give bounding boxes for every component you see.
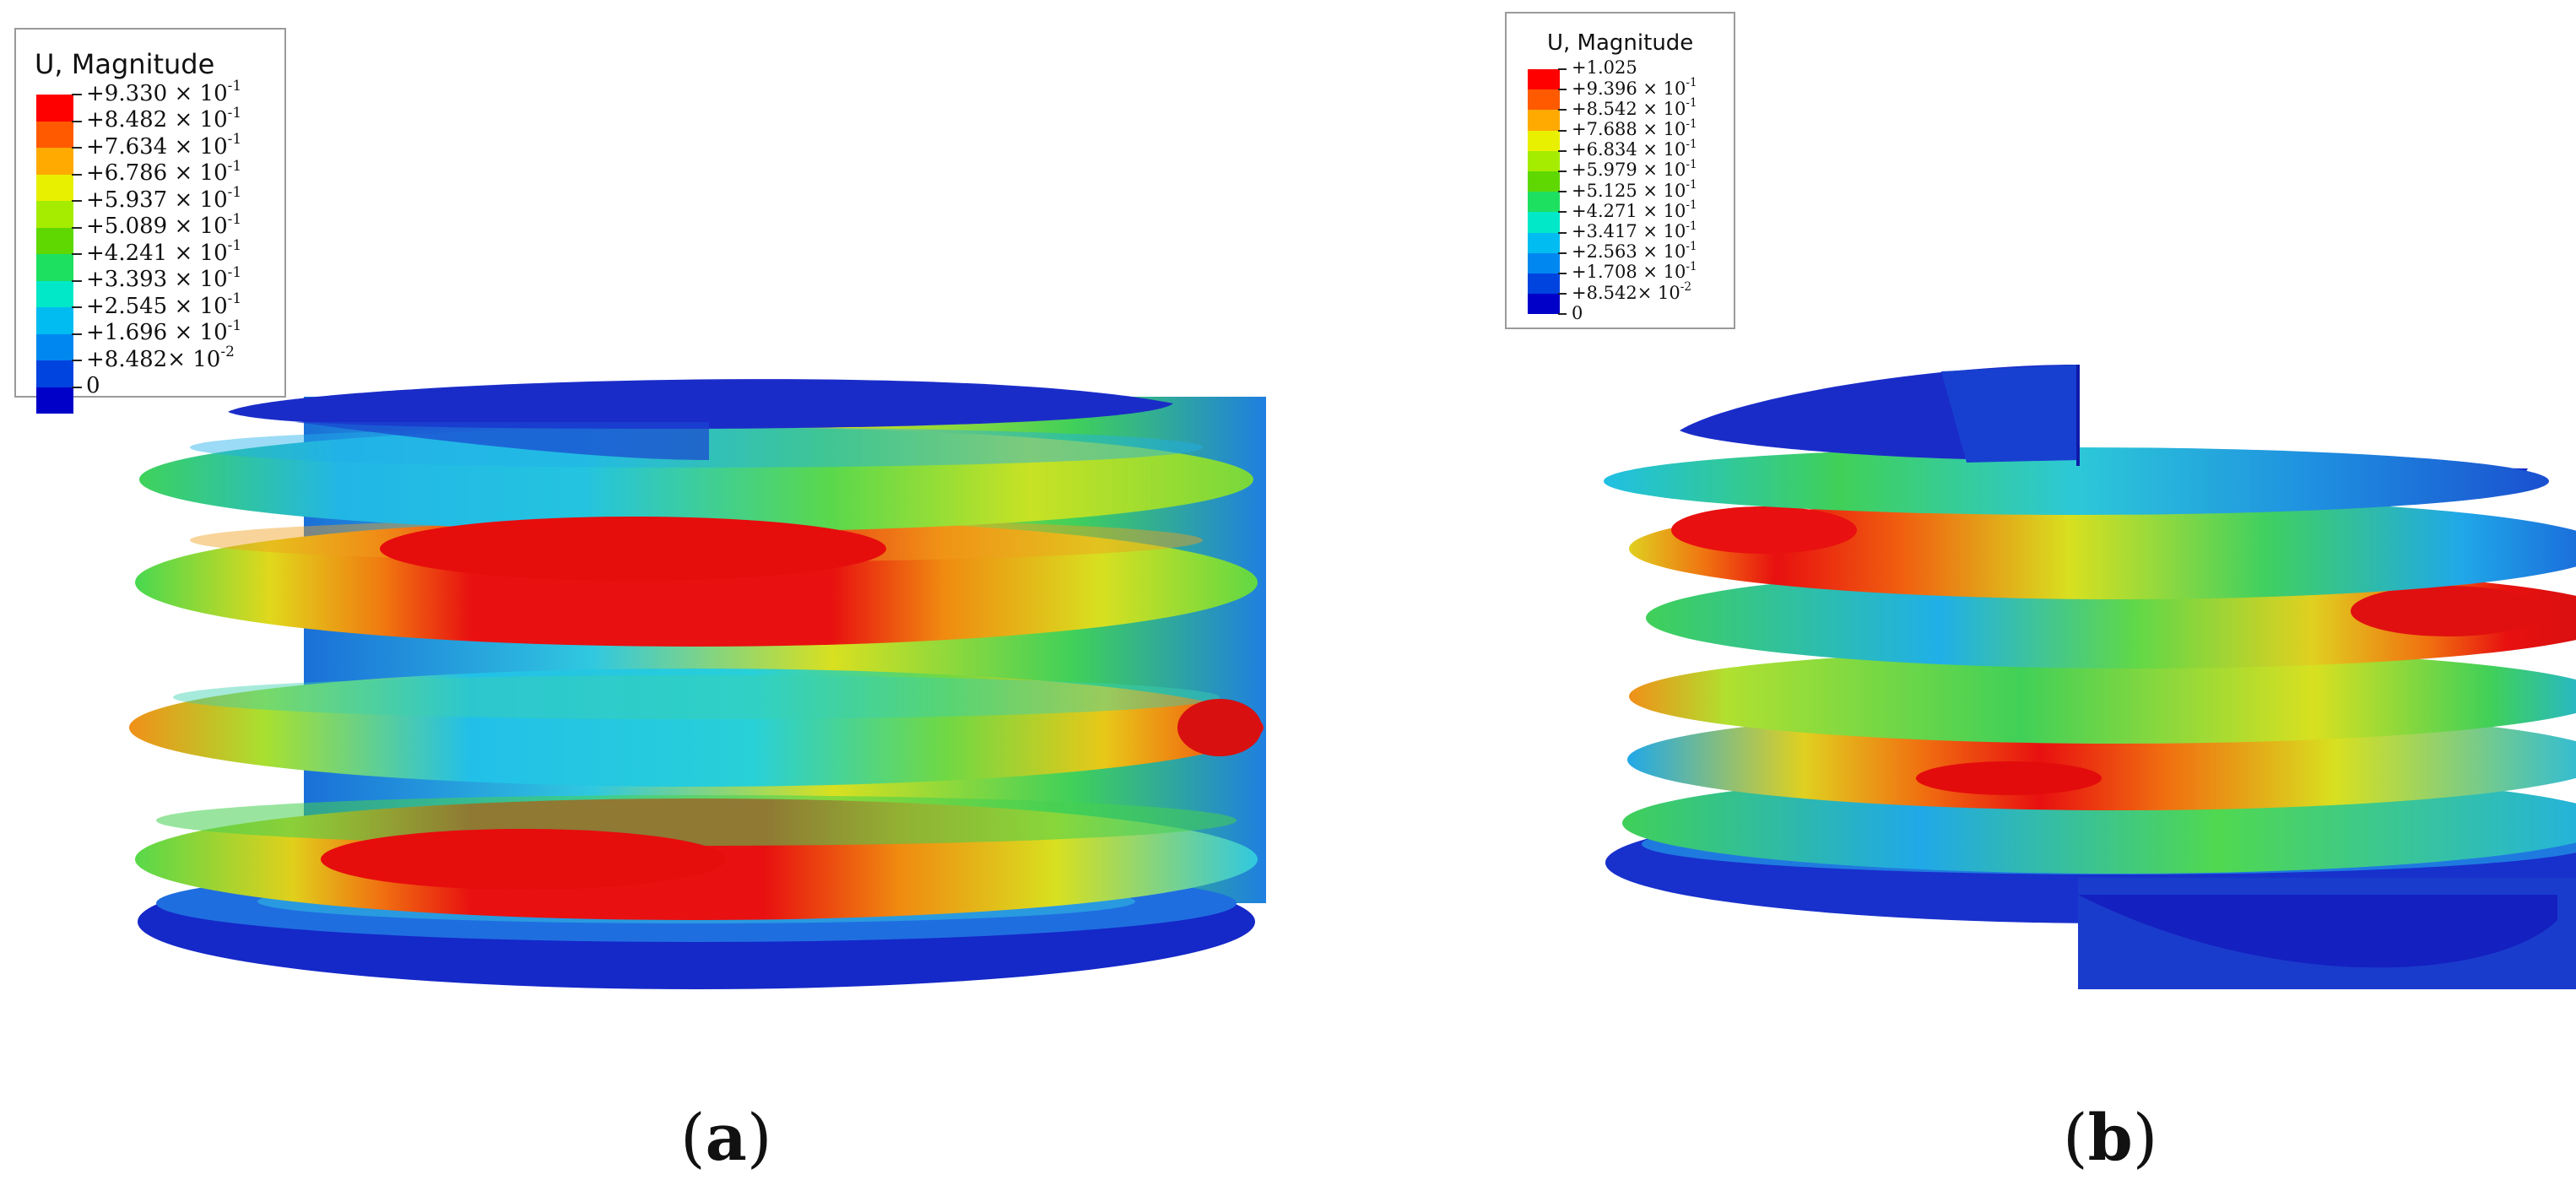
legend-a-title: U, Magnitude [35,48,215,80]
legend-b-swatch [1528,150,1560,171]
legend-b-label: +7.688 × 10-1 [1572,116,1697,140]
legend-b-label: +2.563 × 10-1 [1572,239,1697,263]
legend-a-swatch [36,174,73,201]
caption-b-letter: b [2087,1100,2133,1175]
legend-b-tick [1558,171,1567,172]
legend-a-tick [72,306,82,308]
legend-a-label: +8.482 × 10-1 [86,103,242,133]
legend-a-label: +8.482× 10-2 [86,343,235,372]
caption-a-letter: a [705,1100,747,1175]
legend-a-tick [72,333,82,335]
legend-b-tick [1558,231,1567,234]
legend-b-swatch [1528,89,1560,111]
legend-a-tick [72,279,82,282]
legend-a-swatch [36,148,73,175]
legend-b-label: 0 [1572,302,1583,323]
legend-b-tick [1558,89,1567,91]
legend-a-swatch [36,254,73,281]
legend-a-tick [72,386,82,388]
legend-a-swatch [36,227,73,254]
legend-b-swatch [1528,212,1560,233]
legend-a-swatch [36,307,73,334]
legend-b-label: +6.834 × 10-1 [1572,137,1697,160]
caption-a: (a) [680,1100,772,1175]
legend-b-tick [1558,273,1567,274]
panel-b-model [1604,365,2576,989]
legend-b-tick [1558,109,1567,111]
panel-a-model [129,379,1266,989]
caption-b: (b) [2063,1100,2158,1175]
legend-b-label: +8.542 × 10-1 [1572,96,1697,119]
legend-a-label: +5.089 × 10-1 [86,209,242,240]
legend-b-swatch [1528,273,1560,295]
legend-a-label: 0 [86,373,100,399]
legend-b-label: +5.125 × 10-1 [1572,178,1697,201]
legend-b-tick [1558,68,1567,70]
legend-b-tick [1558,129,1567,132]
legend-b-swatch [1528,130,1560,151]
legend-a-tick [72,120,82,122]
legend-b-tick [1558,293,1567,295]
legend-a-label: +7.634 × 10-1 [86,130,242,160]
legend-b-swatch [1528,294,1560,315]
legend-b-tick [1558,191,1567,193]
legend-a-tick [72,253,82,255]
legend-b-swatch [1528,192,1560,213]
legend-a-label: +3.393 × 10-1 [86,263,242,293]
legend-a-label: +9.330 × 10-1 [86,77,242,106]
legend-b-swatch [1528,252,1560,273]
legend-a-tick [72,226,82,229]
legend-a-swatch [36,95,73,122]
legend-b-label: +8.542× 10-2 [1572,280,1692,303]
legend-a-label: +6.786 × 10-1 [86,156,242,187]
legend-b-label: +4.271 × 10-1 [1572,198,1697,221]
legend-a-tick [72,94,82,95]
legend-b-swatch [1528,69,1560,90]
legend-b-swatch [1528,171,1560,192]
legend-a-swatch [36,121,73,148]
legend-a-tick [72,173,82,176]
legend-a-swatch [36,280,73,307]
legend-a-label: +2.545 × 10-1 [86,290,242,319]
legend-b-label: +1.025 [1572,57,1637,78]
legend-a-label: +1.696 × 10-1 [86,316,242,346]
legend-a-swatch [36,201,73,228]
legend-a-swatch [36,387,73,414]
legend-a-tick [72,200,82,202]
legend-b-title: U, Magnitude [1547,30,1694,56]
legend-b-swatch [1528,232,1560,253]
legend-b-swatch [1528,110,1560,131]
legend-b-tick [1558,149,1567,152]
legend-b-label: +3.417 × 10-1 [1572,219,1697,242]
legend-b-tick [1558,313,1567,316]
legend-a-swatch [36,333,73,360]
legend-b-label: +1.708 × 10-1 [1572,260,1697,283]
legend-a-label: +4.241 × 10-1 [86,236,242,266]
legend-b-label: +9.396 × 10-1 [1572,76,1697,99]
legend-a-tick [72,147,82,149]
legend-a-tick [72,360,82,361]
legend-b-label: +5.979 × 10-1 [1572,158,1697,181]
legend-b-tick [1558,252,1567,254]
legend-b-tick [1558,211,1567,214]
legend-a-label: +5.937 × 10-1 [86,183,242,213]
legend-a-swatch [36,360,73,387]
